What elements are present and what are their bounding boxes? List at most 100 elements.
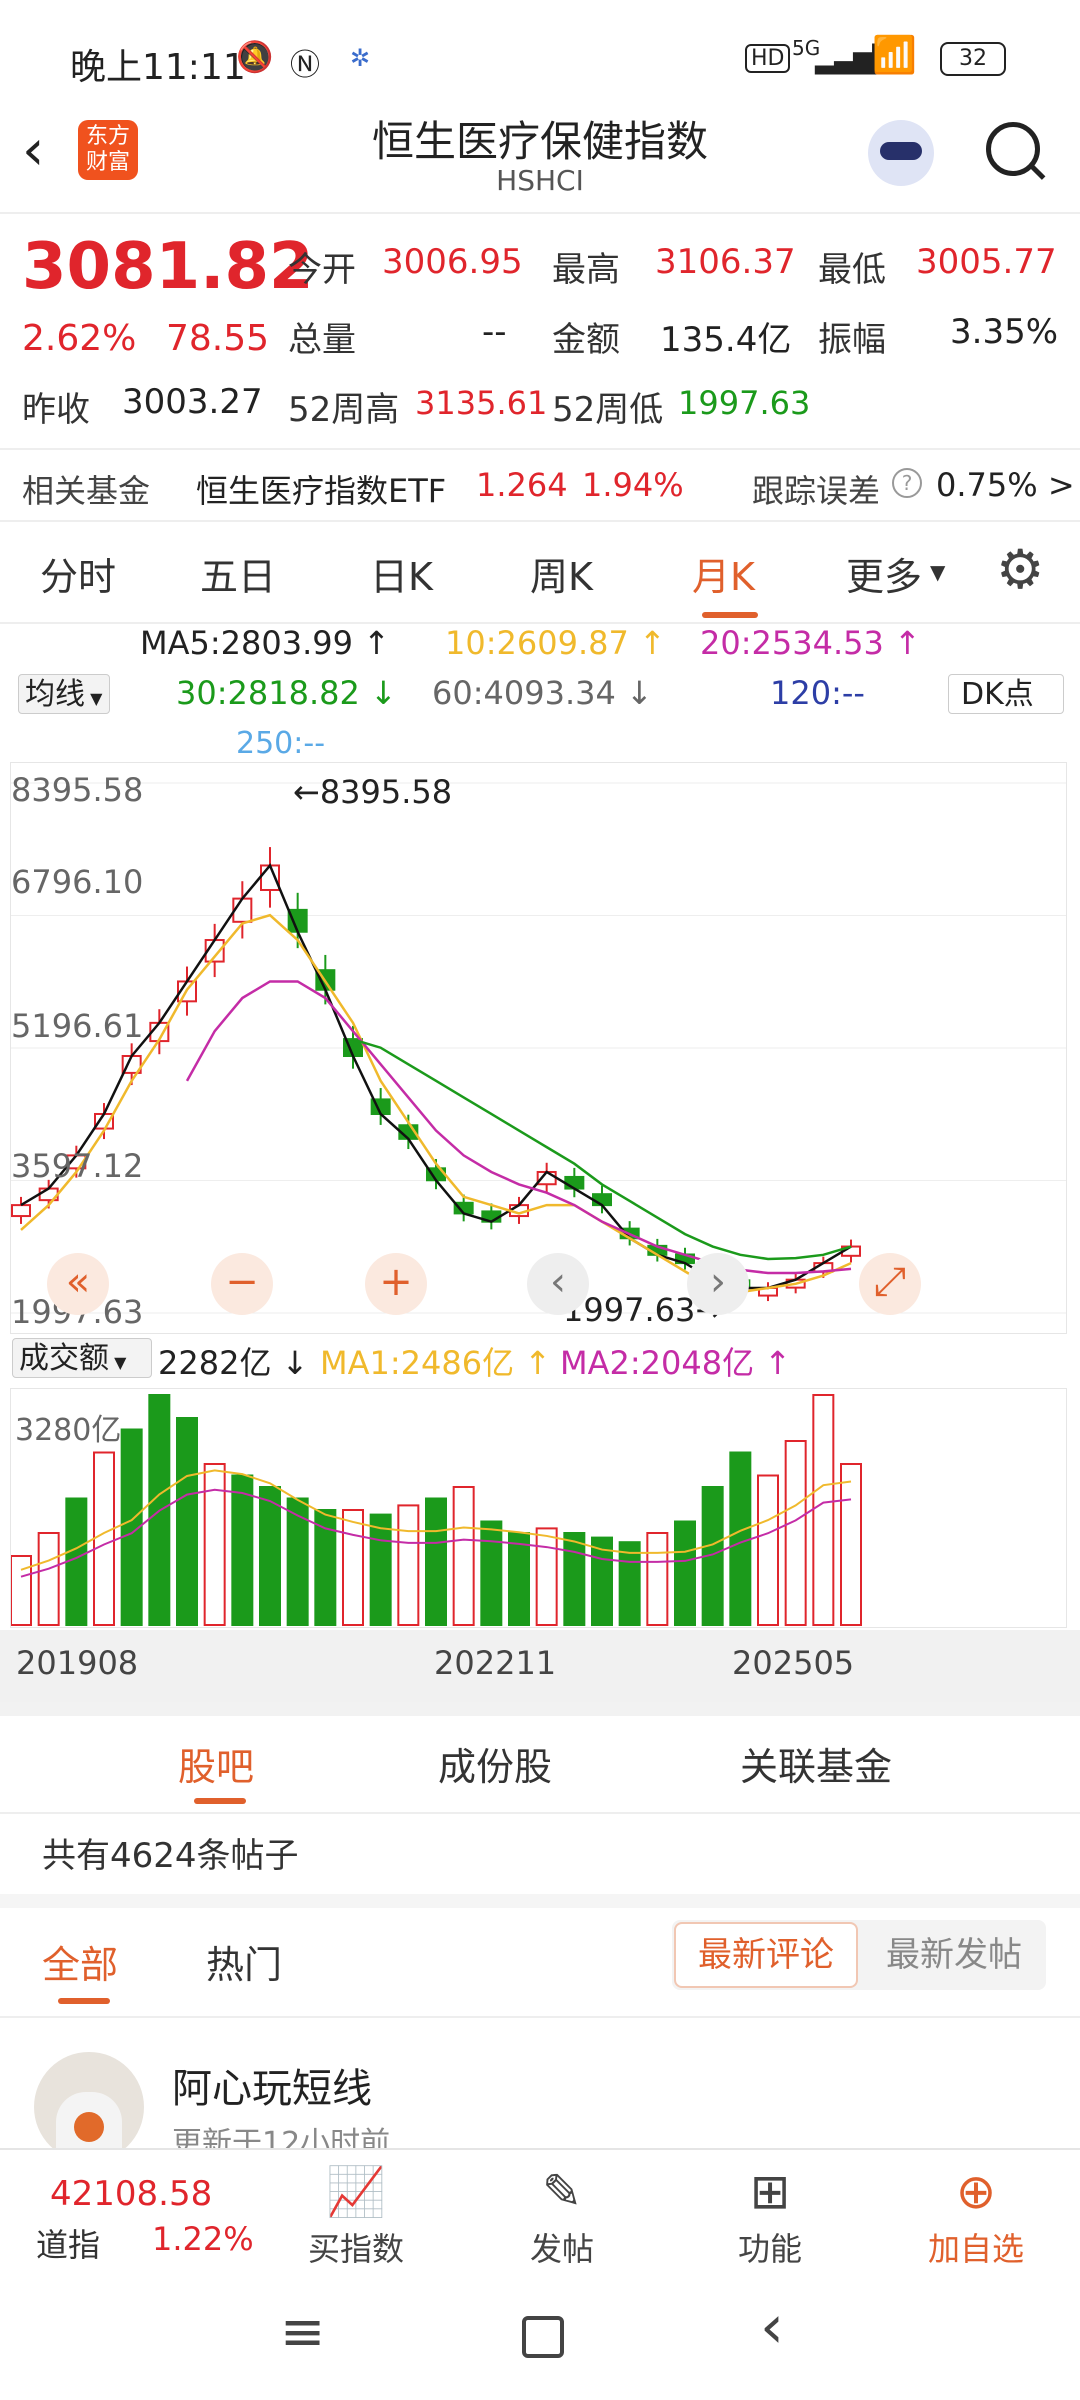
filter-all[interactable]: 全部 [42,1943,119,1987]
change-pct: 2.62% [22,318,137,359]
volume-bar [618,1541,641,1626]
back-icon[interactable]: ‹ [22,118,45,183]
volume-bar [563,1532,586,1626]
post-author[interactable]: 阿心玩短线 [172,2066,372,2112]
volume-bar [812,1394,835,1626]
status-time: 晚上11:11 [70,47,246,88]
wifi-icon: 📶 [872,35,917,76]
battery-icon: 32 [940,42,1006,76]
zoom-out-button[interactable]: − [211,1253,273,1315]
volume-svg [11,1394,862,1627]
home-icon[interactable] [522,2316,564,2358]
volume-bar [425,1497,447,1626]
tab-monthly-k[interactable]: 月K [692,555,755,599]
tab-related-funds[interactable]: 关联基金 [740,1745,893,1789]
related-fund-row[interactable]: 相关基金 恒生医疗指数ETF 1.264 1.94% 跟踪误差 ? 0.75% … [0,452,1080,518]
menu-icon[interactable]: ≡ [280,2300,326,2363]
amplitude-value: 3.35% [950,312,1059,352]
header-bar: ‹ 东方财富 恒生医疗保健指数 HSHCI [0,100,1080,214]
chart-icon: 📈 [326,2164,386,2220]
candle-body [287,908,308,933]
ma-selector[interactable]: 均线 ▼ [18,674,110,714]
volume-bar [120,1428,143,1626]
scroll-left-fast-button[interactable]: « [47,1253,109,1315]
max-price-marker: ←8395.58 [293,773,453,811]
w52-high-label: 52周高 [288,390,400,430]
volume-bar [259,1486,281,1626]
ma20-value: 20:2534.53 ↑ [700,624,921,662]
amount-label: 金额 [552,320,620,360]
back-nav-icon[interactable]: ‹ [760,2292,784,2362]
sort-toggle: 最新评论 最新发帖 [672,1920,1046,1990]
volume-bar [11,1555,32,1626]
add-circle-icon: ⊕ [955,2164,997,2220]
tab-guba[interactable]: 股吧 [178,1745,255,1789]
related-fund-label: 相关基金 [22,472,151,510]
grid-icon: ⊞ [749,2164,791,2220]
sort-latest-post[interactable]: 最新发帖 [886,1935,1022,1975]
low-value: 3005.77 [916,242,1057,282]
volume-bar [93,1451,115,1626]
kline-chart[interactable]: 8395.58 6796.10 5196.61 3597.12 1997.63 … [10,762,1067,1334]
volume-bar [784,1440,807,1626]
volume-bar [840,1463,862,1626]
tab-more[interactable]: 更多 [846,555,923,599]
section-tab-indicator [194,1798,246,1804]
index-ticker[interactable]: 42108.58 道指 1.22% [0,2150,254,2278]
search-icon[interactable] [986,122,1040,176]
nav-functions-label: 功能 [737,2230,802,2268]
volume-bar [231,1474,254,1626]
app-notice-icon: ✲ [350,44,371,72]
network-type: 5G [792,36,821,60]
ma30-line [352,1038,852,1261]
page-title: 恒生医疗保健指数 [371,117,708,166]
fund-price: 1.264 [476,466,568,504]
volume-chart[interactable]: 3280亿 [10,1388,1067,1628]
filter-hot[interactable]: 热门 [206,1943,283,1987]
ticker-pct: 1.22% [152,2220,254,2258]
y-tick-4: 3597.12 [11,1147,144,1185]
volume-bar [369,1513,392,1626]
amount-value: 135.4亿 [660,320,792,360]
volume-label: 总量 [288,320,356,360]
mute-icon: 🔕 [236,40,274,75]
nav-functions[interactable]: ⊞ 功能 [700,2164,840,2270]
sort-latest-comment[interactable]: 最新评论 [674,1922,858,1988]
hd-icon: HD [745,44,791,73]
w52-high-value: 3135.61 [415,384,548,422]
settings-gear-icon[interactable]: ⚙ [996,538,1045,601]
zoom-in-button[interactable]: + [365,1253,427,1315]
active-tab-indicator [702,612,758,618]
author-avatar[interactable] [34,2052,144,2162]
ma-selector-label: 均线 [25,677,85,712]
ma10-value: 10:2609.87 ↑ [445,624,666,662]
fund-name[interactable]: 恒生医疗指数ETF [196,472,447,510]
scroll-right-button[interactable]: › [687,1253,749,1315]
tracking-error-label: 跟踪误差 [752,472,881,510]
scroll-left-button[interactable]: ‹ [527,1253,589,1315]
max-price-label: 8395.58 [319,773,453,811]
dk-point-button[interactable]: DK点 [948,674,1064,714]
tab-weekly-k[interactable]: 周K [530,555,593,599]
nav-buy-index[interactable]: 📈 买指数 [286,2164,426,2270]
tab-five-day[interactable]: 五日 [200,555,277,599]
tracking-error-value[interactable]: 0.75% > [936,466,1075,504]
nav-add-watchlist[interactable]: ⊕ 加自选 [906,2164,1046,2270]
open-value: 3006.95 [382,242,523,282]
nav-post[interactable]: ✎ 发帖 [492,2164,632,2270]
logo-text: 东方财富 [85,124,130,175]
volume-dropdown-icon: ▼ [109,1353,127,1372]
high-label: 最高 [552,250,620,290]
open-label: 今开 [288,250,356,290]
volume-bar [176,1417,198,1626]
y-tick-1: 8395.58 [11,771,144,809]
robot-assistant-icon[interactable] [868,120,934,186]
help-icon[interactable]: ? [892,468,922,498]
fullscreen-icon[interactable]: ⤢ [859,1253,921,1315]
low-label: 最低 [818,250,886,290]
tab-constituents[interactable]: 成份股 [438,1745,553,1789]
volume-selector[interactable]: 成交额 ▼ [12,1338,152,1378]
tab-daily-k[interactable]: 日K [370,555,433,599]
tab-intraday[interactable]: 分时 [40,555,117,599]
volume-value: -- [482,312,507,352]
